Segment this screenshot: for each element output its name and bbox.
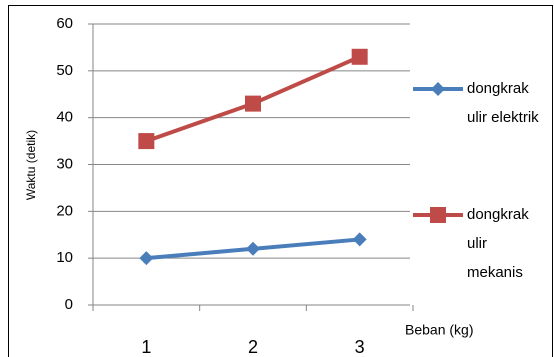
point bbox=[351, 48, 368, 65]
y-tick-label: 60 bbox=[56, 15, 73, 32]
point bbox=[246, 241, 260, 256]
y-tick-label: 10 bbox=[56, 249, 73, 266]
point bbox=[138, 133, 155, 150]
y-tick-label: 20 bbox=[56, 202, 73, 219]
x-axis-label: Beban (kg) bbox=[405, 322, 473, 338]
x-tick-label: 2 bbox=[248, 337, 258, 357]
point bbox=[245, 95, 261, 112]
legend-label: dongkrak ulir elektrik bbox=[467, 80, 539, 126]
y-tick-label: 0 bbox=[65, 296, 73, 313]
y-tick-label: 30 bbox=[56, 155, 73, 172]
y-tick-label: 40 bbox=[56, 109, 73, 126]
y-tick-label: 50 bbox=[56, 62, 73, 79]
point bbox=[352, 232, 367, 247]
x-tick-label: 1 bbox=[141, 337, 151, 357]
point bbox=[139, 251, 154, 266]
y-axis-label: Waktu (detik) bbox=[24, 130, 38, 200]
legend-marker bbox=[430, 207, 446, 223]
legend-label: dongkrak ulir mekanis bbox=[467, 206, 529, 281]
x-tick-label: 3 bbox=[355, 337, 365, 357]
chart-border bbox=[8, 5, 553, 357]
legend-marker bbox=[431, 82, 445, 96]
